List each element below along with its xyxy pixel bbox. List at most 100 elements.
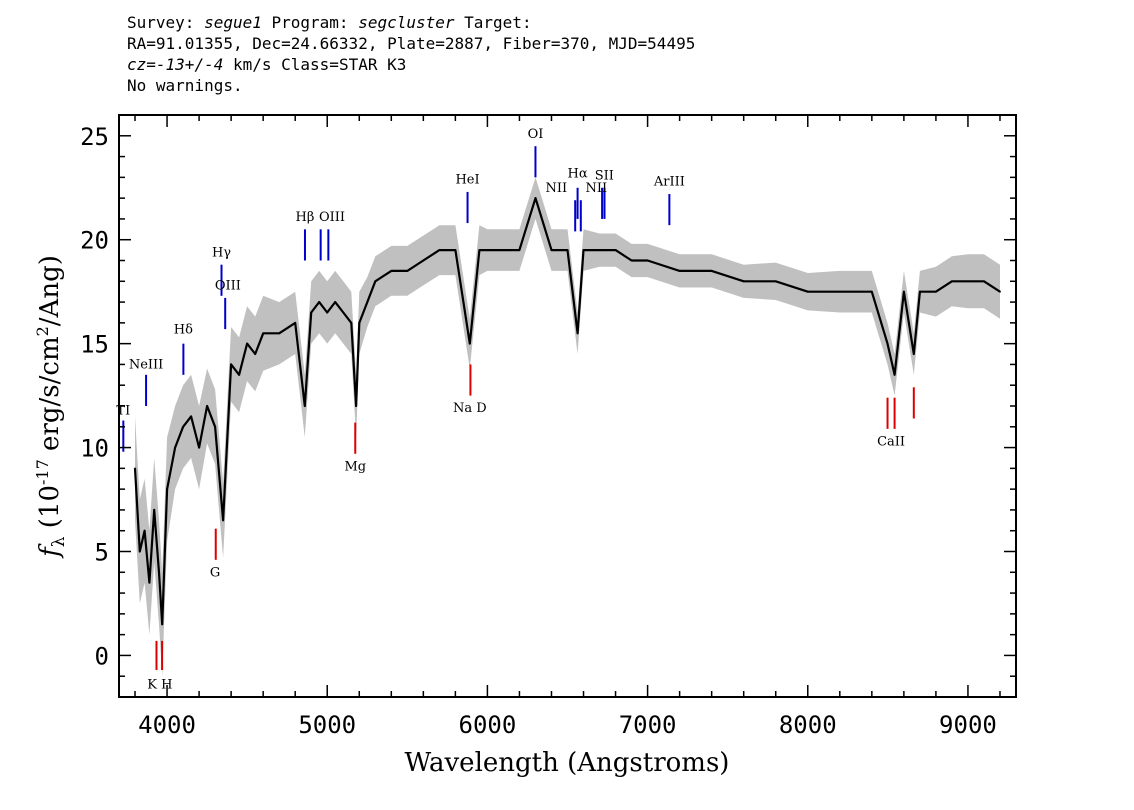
spectrum-point: [303, 405, 306, 407]
spectrum-point: [935, 290, 937, 293]
spectrum-point: [158, 571, 160, 574]
spectrum-point: [294, 322, 297, 324]
spectrum-point: [161, 623, 164, 626]
spectrum-point: [342, 311, 345, 314]
spectrum-point: [774, 280, 777, 283]
spectrum-point: [912, 353, 915, 355]
spectrum-point: [198, 446, 201, 449]
absorption-line-label: Mg: [344, 459, 366, 474]
spectrum-point: [582, 249, 585, 252]
spectrum-point: [886, 342, 889, 345]
spectrum-point: [366, 301, 369, 303]
spectrum-point: [222, 519, 225, 522]
spectrum-point: [206, 405, 209, 407]
emission-line-label: SII: [595, 168, 614, 183]
spectrum-point: [334, 301, 337, 303]
class-text: km/s Class=STAR K3: [223, 55, 407, 74]
emission-line-label: Hα: [568, 166, 588, 181]
line-marker-layer: [122, 146, 915, 670]
spectrum-point: [438, 249, 441, 252]
y-axis-ticks: 0 5 10 15 20 25: [80, 123, 1016, 677]
spectrum-point: [710, 270, 713, 272]
survey-prefix: Survey:: [127, 13, 205, 32]
spectrum-point: [502, 249, 505, 252]
spectrum-point: [358, 322, 361, 324]
program-name: segcluster: [358, 13, 455, 32]
y-tick-label: 10: [80, 435, 109, 463]
spectrum-point: [534, 197, 537, 200]
emission-line-label: Hδ: [174, 322, 193, 337]
x-axis-ticks: 4000 5000 6000 7000 8000 9000: [134, 115, 1001, 739]
spectrum-point: [262, 332, 265, 335]
spectrum-point: [153, 509, 156, 511]
y-tick-label: 15: [80, 331, 109, 359]
target-label: Target:: [454, 13, 532, 32]
emission-line-label: HeI: [455, 173, 479, 188]
spectrum-point: [566, 249, 569, 252]
spectrum-point: [143, 529, 146, 532]
spectrum-point: [254, 353, 257, 355]
spectrum-point: [468, 342, 471, 345]
emission-line-label: OIII: [319, 210, 345, 225]
spectrum-point: [614, 249, 617, 252]
x-axis-title: Wavelength (Angstroms): [405, 748, 730, 778]
emission-line-label: Hγ: [212, 245, 231, 260]
emission-line-label: OI: [528, 127, 544, 142]
spectrum-point: [326, 311, 329, 314]
spectrum-point: [576, 332, 579, 335]
spectrum-point: [598, 249, 601, 252]
plot-frame: [118, 114, 1017, 698]
y-axis-title: fλ (10-17 erg/s/cm2/Ang): [33, 255, 69, 559]
y-tick-label: 20: [80, 227, 109, 255]
spectrum-point: [486, 249, 489, 252]
emission-line-label: OIII: [215, 279, 241, 294]
program-prefix: Program:: [261, 13, 359, 32]
emission-line-label: ArIII: [653, 175, 685, 190]
spectrum-point: [238, 373, 241, 376]
spectrum-point: [893, 373, 896, 376]
x-tick-label: 5000: [298, 711, 356, 739]
spectrum-point: [355, 405, 357, 407]
spectrum-point: [246, 342, 249, 345]
spectrum-point: [318, 301, 321, 303]
x-tick-label: 8000: [779, 711, 837, 739]
spectrum-point: [406, 270, 409, 272]
absorption-line-label: Na D: [453, 401, 487, 416]
spectrum-point: [983, 280, 985, 283]
spectrum-point: [190, 415, 193, 418]
spectrum-point: [214, 425, 217, 428]
emission-line-label: NII: [586, 181, 608, 196]
spectrum-point: [870, 290, 873, 293]
y-tick-label: 25: [80, 123, 109, 151]
spectrum-point: [138, 550, 141, 553]
cz-label: cz=: [127, 55, 156, 74]
x-tick-label: 7000: [619, 711, 677, 739]
absorption-line-label: CaII: [877, 434, 905, 449]
spectrum-point: [518, 249, 521, 252]
emission-line-label: Hβ: [296, 210, 315, 225]
spectrum-point: [646, 259, 649, 262]
spectrum-point: [838, 290, 841, 293]
x-tick-label: 4000: [138, 711, 196, 739]
spectrum-point: [310, 311, 313, 314]
spectrum-layer: [133, 197, 1001, 626]
spectrum-point: [174, 446, 177, 449]
spectrum-point: [374, 280, 377, 283]
x-tick-label: 9000: [939, 711, 997, 739]
absorption-line-label: G: [210, 565, 220, 580]
spectrum-point: [148, 581, 151, 584]
absorption-line-label: K H: [147, 678, 172, 693]
error-band-layer: [135, 177, 1000, 677]
spectrum-point: [422, 259, 425, 262]
spectrum-point: [951, 280, 953, 283]
spectrum-point: [742, 280, 745, 283]
spectrum-point: [806, 290, 809, 293]
spectrum-point: [678, 270, 681, 272]
x-tick-label: 6000: [459, 711, 517, 739]
spectrum-point: [903, 290, 905, 293]
cz-value: -13+/-4: [155, 55, 224, 74]
emission-line-label: NII: [545, 181, 567, 196]
spectrum-point: [390, 270, 393, 272]
spectrum-point: [182, 425, 185, 428]
